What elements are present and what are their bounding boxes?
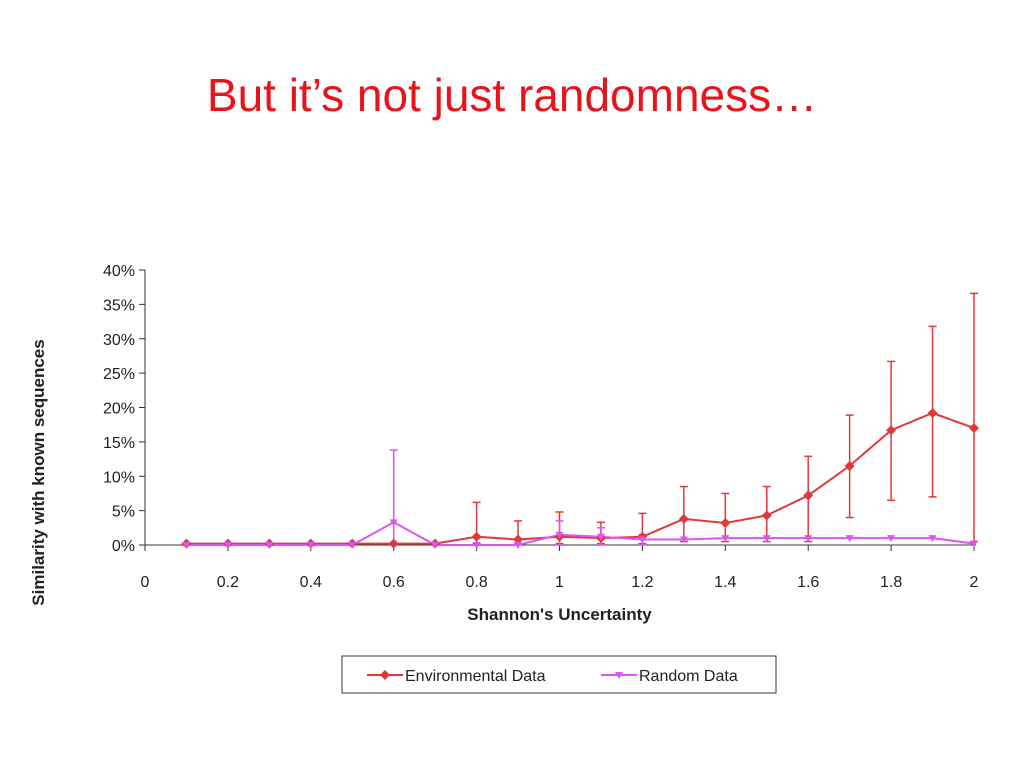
- random-point: [514, 542, 523, 549]
- x-tick-label: 2: [970, 574, 979, 591]
- random-point: [928, 535, 937, 543]
- random-point: [762, 535, 771, 543]
- random-point: [804, 535, 813, 543]
- random-point: [431, 542, 440, 549]
- y-tick-label: 5%: [112, 504, 135, 521]
- y-tick-label: 25%: [103, 366, 135, 383]
- random-point: [555, 531, 564, 539]
- y-tick-label: 40%: [103, 263, 135, 280]
- environmental-point: [844, 460, 855, 471]
- environmental-point: [471, 531, 482, 542]
- x-tick-label: 1.6: [797, 574, 819, 591]
- x-tick-label: 0.6: [383, 574, 405, 591]
- series-lines: [186, 411, 975, 546]
- x-tick-label: 1.2: [631, 574, 653, 591]
- error-bars: [389, 292, 978, 546]
- environmental-point: [388, 538, 399, 549]
- random-point: [348, 542, 357, 549]
- random-point: [970, 540, 978, 548]
- x-axis-title: Shannon's Uncertainty: [467, 605, 652, 624]
- random-point: [679, 536, 688, 544]
- chart-axes: 0% 5% 10% 15% 20% 25% 30% 35% 40% 0 0.2 0.4 0.6 0.8 1 1…: [103, 263, 979, 591]
- random-point: [887, 535, 896, 543]
- random-point: [721, 535, 730, 543]
- x-tick-label: 1.8: [880, 574, 902, 591]
- random-point: [223, 542, 232, 549]
- environmental-point: [761, 510, 772, 521]
- y-tick-label: 15%: [103, 435, 135, 452]
- random-point: [306, 542, 315, 549]
- y-tick-label: 20%: [103, 401, 135, 418]
- random-point: [182, 542, 191, 549]
- environmental-series-line: [186, 411, 975, 545]
- environmental-point: [678, 513, 689, 524]
- y-tick-label: 35%: [103, 297, 135, 314]
- y-axis-title: Similarity with known sequences: [29, 339, 48, 605]
- x-tick-label: 1: [555, 574, 564, 591]
- random-legend-label: Random Data: [639, 668, 738, 685]
- random-legend-marker: [615, 672, 623, 679]
- chart-legend: Environmental Data Random Data: [341, 655, 777, 694]
- environmental-legend-label: Environmental Data: [405, 668, 546, 685]
- environmental-point: [969, 423, 979, 434]
- y-tick-label: 0%: [112, 538, 135, 555]
- environmental-point: [803, 490, 814, 501]
- x-tick-label: 0.4: [300, 574, 322, 591]
- random-series-line: [186, 521, 975, 546]
- y-tick-label: 30%: [103, 332, 135, 349]
- environmental-legend-marker: [380, 670, 390, 680]
- random-point: [389, 519, 398, 527]
- environmental-point: [886, 425, 897, 436]
- random-point: [845, 535, 854, 543]
- y-tick-label: 10%: [103, 469, 135, 486]
- slide-title: But it’s not just randomness…: [206, 69, 818, 121]
- x-tick-label: 1.4: [714, 574, 736, 591]
- random-point: [638, 536, 647, 544]
- x-tick-label: 0: [141, 574, 150, 591]
- x-tick-label: 0.8: [465, 574, 487, 591]
- series-markers: [181, 408, 979, 549]
- x-tick-label: 0.2: [217, 574, 239, 591]
- random-point: [472, 542, 481, 549]
- random-point: [265, 542, 274, 549]
- environmental-point: [720, 518, 731, 528]
- random-point: [596, 533, 605, 541]
- environmental-point: [927, 408, 938, 418]
- legend-box: [341, 655, 777, 694]
